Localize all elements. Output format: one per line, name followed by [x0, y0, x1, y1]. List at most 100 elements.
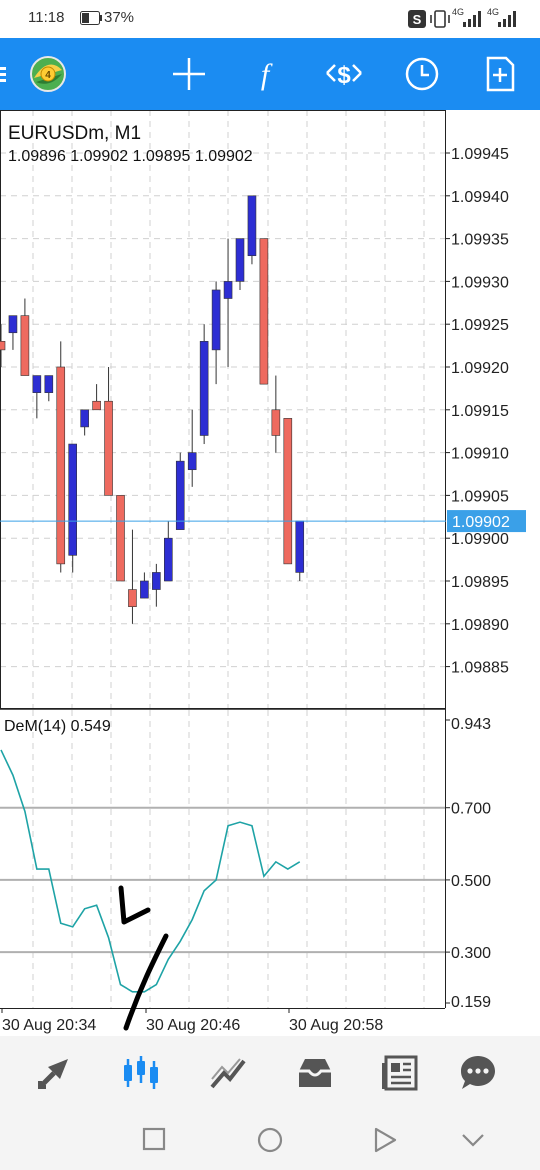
svg-text:f: f — [261, 58, 273, 91]
signal-icon-2 — [498, 11, 516, 27]
candle-body — [128, 589, 137, 607]
quotes-icon — [38, 1059, 68, 1089]
svg-text:S: S — [413, 12, 422, 27]
grid-layer — [0, 110, 445, 1008]
price-tick-label: 1.09890 — [451, 617, 509, 634]
indicator-tick-label: 0.300 — [451, 945, 491, 962]
price-tick-label: 1.09940 — [451, 189, 509, 206]
candle-body — [223, 281, 233, 299]
candle-body — [80, 409, 89, 428]
candle-body — [44, 375, 54, 393]
annotation-arrow-head — [118, 885, 151, 925]
nav-trade[interactable] — [188, 1036, 268, 1110]
trade-icon: $ — [326, 62, 362, 89]
annotation-arrow — [123, 933, 169, 1031]
function-icon: f — [261, 58, 273, 91]
nav-chat[interactable] — [438, 1036, 518, 1110]
price-tick-label: 1.09900 — [451, 531, 509, 548]
price-tick-label: 1.09945 — [451, 146, 509, 163]
top-toolbar: 4 f $ — [0, 38, 540, 110]
news-icon — [382, 1055, 418, 1091]
indicator-tick-label: 0.159 — [451, 994, 491, 1011]
menu-icon — [0, 67, 6, 82]
time-tick-label: 30 Aug 20:34 — [2, 1017, 96, 1034]
svg-text:$: $ — [337, 62, 351, 89]
trade-button[interactable]: $ — [314, 38, 374, 110]
price-tick-label: 1.09930 — [451, 274, 509, 291]
candle-body — [152, 572, 161, 590]
nav-quotes[interactable] — [14, 1036, 94, 1110]
current-price-label: 1.09902 — [452, 514, 510, 531]
battery-percent: 37% — [104, 9, 135, 26]
back-button[interactable] — [355, 1120, 415, 1160]
signal-icon-1 — [463, 11, 481, 27]
home-button[interactable] — [240, 1120, 300, 1160]
candle-body — [104, 400, 113, 496]
nav-news[interactable] — [360, 1036, 440, 1110]
trade-icon — [210, 1058, 246, 1089]
recents-button[interactable] — [125, 1120, 185, 1160]
periods-button[interactable] — [392, 38, 452, 110]
system-navigation — [0, 1110, 540, 1170]
indicator-tick-label: 0.943 — [451, 716, 491, 733]
indicators-button[interactable]: f — [235, 38, 295, 110]
app-logo-button[interactable]: 4 — [18, 38, 78, 110]
indicator-title: DeM(14) 0.549 — [4, 718, 111, 735]
clock-icon — [405, 57, 439, 91]
candle-body — [32, 375, 42, 393]
candles — [0, 195, 305, 624]
candle-body — [8, 315, 18, 334]
candle-body — [271, 409, 281, 436]
nav-history[interactable] — [275, 1036, 355, 1110]
candle-body — [0, 341, 6, 351]
candle-body — [164, 537, 173, 582]
network-label-2: 4G — [487, 7, 500, 17]
chart-area[interactable]: 1.09902 1.099451.099401.099351.099301.09… — [0, 110, 540, 1036]
candle-body — [92, 400, 101, 411]
time-tick-label: 30 Aug 20:58 — [289, 1017, 383, 1034]
chat-icon — [461, 1056, 495, 1089]
crosshair-button[interactable] — [159, 38, 219, 110]
app-logo-icon: 4 — [30, 56, 66, 92]
price-tick-label: 1.09915 — [451, 403, 509, 420]
dem-line — [0, 749, 301, 993]
candle-body — [187, 452, 197, 471]
status-time: 11:18 — [28, 9, 65, 26]
notification-s-icon: S — [408, 10, 426, 28]
candle-body — [247, 195, 257, 257]
bottom-navigation — [0, 1036, 540, 1110]
candle-body — [235, 238, 245, 282]
price-tick-label: 1.09905 — [451, 488, 509, 505]
candle-body — [116, 495, 125, 582]
candle-body — [175, 460, 185, 530]
price-tick-label: 1.09935 — [451, 232, 509, 249]
price-tick-label: 1.09895 — [451, 574, 509, 591]
symbol-title: EURUSDm, M1 — [8, 123, 141, 144]
history-icon — [299, 1059, 331, 1087]
crosshair-icon — [173, 58, 205, 90]
svg-text:4: 4 — [45, 70, 51, 81]
candle-body — [199, 341, 209, 436]
chevron-down-icon — [462, 1134, 484, 1147]
vibrate-icon — [430, 10, 450, 28]
dem-line — [0, 749, 301, 993]
hide-nav-button[interactable] — [443, 1120, 503, 1160]
battery-icon — [80, 11, 102, 25]
current-price-tag — [447, 510, 526, 533]
new-chart-button[interactable] — [470, 38, 530, 110]
square-icon — [142, 1127, 166, 1151]
candle-body — [211, 289, 221, 351]
chart-icon — [124, 1056, 158, 1089]
nav-chart[interactable] — [101, 1036, 181, 1110]
candle-body — [56, 366, 66, 565]
price-axis: 1.09945 1.09940 1.09935 1.09930 1.09925 1.099… — [445, 146, 509, 677]
new-chart-icon — [486, 56, 515, 92]
price-tick-label: 1.09885 — [451, 660, 509, 677]
price-tick-label: 1.09925 — [451, 317, 509, 334]
candle-body — [295, 520, 305, 573]
ohlc-readout: 1.09896 1.09902 1.09895 1.09902 — [8, 148, 253, 165]
indicator-tick-label: 0.500 — [451, 873, 491, 890]
menu-button[interactable] — [0, 38, 22, 110]
candle-body — [259, 238, 269, 385]
candle-body — [140, 580, 149, 599]
